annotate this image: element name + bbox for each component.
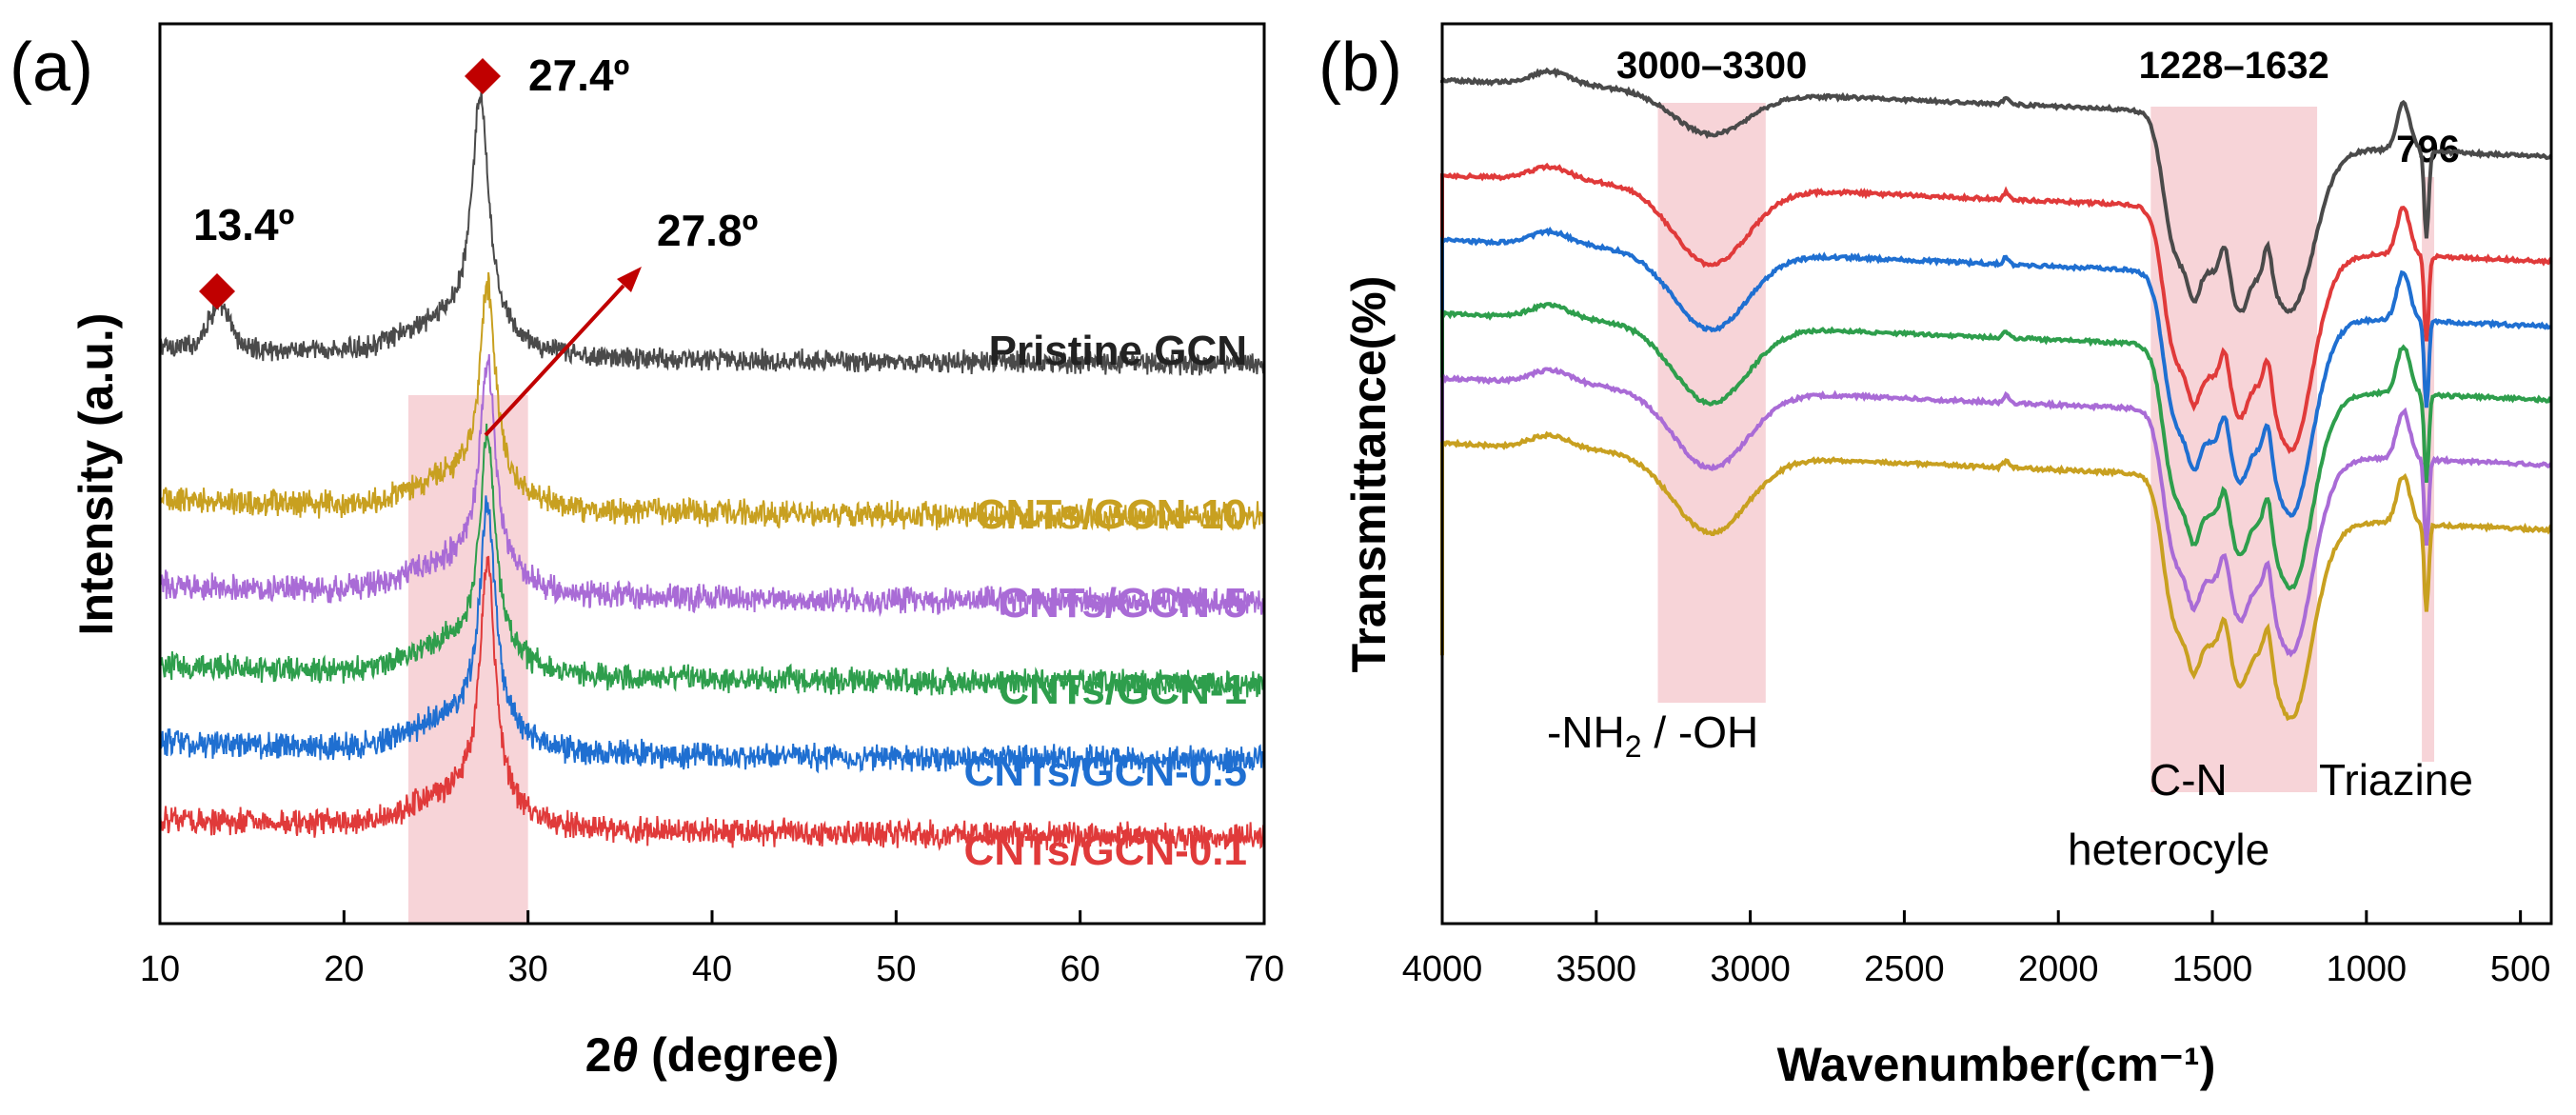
panel-b-plot-frame [1440, 22, 2553, 926]
panel-b-highlight-label: 3000–3300 [1616, 45, 1807, 87]
panel-b-x-tick-label: 4000 [1402, 949, 1483, 989]
cn-annotation-line2: heterocyle [2068, 825, 2269, 874]
panel-a-series-label: CNTs/GCN-5 [999, 580, 1247, 627]
panel-a-x-tick-label: 40 [692, 949, 732, 989]
xrd-series-4 [159, 495, 1265, 774]
panel-a-x-tick-label: 50 [876, 949, 916, 989]
peak-shift-arrow-head [617, 267, 642, 292]
triazine-annotation: Triazine [2319, 755, 2473, 805]
panel-a-series-labels: Pristine GCN CNTs/GCN-10 CNTs/GCN-5 CNTs/GC… [964, 328, 1247, 874]
panel-b-y-axis-label: Transmittance(%) [1342, 276, 1396, 673]
panel-b-x-tick-label: 500 [2490, 949, 2550, 989]
ftir-series-2 [1440, 226, 2552, 518]
ftir-series-3 [1440, 302, 2552, 591]
panel-b-x-tick-label: 2000 [2018, 949, 2099, 989]
peak-a-label: 27.4º [528, 50, 630, 100]
panel-a-y-axis-label: Intensity (a.u.) [69, 313, 123, 636]
panel-b-x-tick-label: 3000 [1710, 949, 1791, 989]
panel-b-label: (b) [1318, 30, 1402, 106]
panel-a-x-tick-label: 20 [324, 949, 364, 989]
peak-b-diamond-marker [199, 273, 235, 309]
panel-a-label: (a) [10, 30, 93, 106]
panel-b-series-group [1440, 67, 2553, 722]
panel-a-x-tick-label: 60 [1060, 949, 1100, 989]
ftir-series-0 [1440, 67, 2553, 314]
panel-b-x-tick-label: 1500 [2172, 949, 2253, 989]
panel-a-series-label: CNTs/GCN-1 [999, 667, 1247, 713]
panel-b-x-tick-label: 3500 [1556, 949, 1637, 989]
panel-a-x-axis-label: 2θ (degree) [585, 1028, 840, 1082]
panel-a-series-label: Pristine GCN [989, 328, 1247, 374]
panel-b-x-axis-label: Wavenumber(cm⁻¹) [1777, 1038, 2216, 1091]
peak-shift-arrow-line [484, 284, 625, 437]
panel-b-highlight-label: 1228–1632 [2139, 45, 2329, 87]
panel-a-x-tick-label: 30 [508, 949, 548, 989]
panel-b-x-tick-label: 1000 [2327, 949, 2408, 989]
xrd-series-3 [159, 423, 1265, 698]
panel-b-highlight-regions: 3000–3300 1228–1632 796 [1616, 45, 2460, 792]
panel-a-x-tick-label: 70 [1244, 949, 1284, 989]
panel-a-series-group [159, 89, 1265, 851]
panel-a-series-label: CNTs/GCN-0.5 [964, 748, 1247, 795]
panel-a-series-label: CNTs/GCN-0.1 [964, 827, 1247, 874]
xrd-series-5 [159, 555, 1265, 851]
nh-oh-annotation: -NH2 / -OH [1547, 707, 1758, 764]
panel-a-x-ticks: 10 20 30 40 50 60 70 [140, 910, 1284, 989]
peak-a-diamond-marker [465, 58, 501, 94]
panel-b-x-ticks: 4000 3500 3000 2500 2000 1500 1000 500 [1402, 910, 2550, 989]
panel-a-series-label: CNTs/GCN-10 [976, 491, 1247, 538]
peak-b-label: 13.4º [193, 200, 295, 249]
panel-a-highlight-region [408, 395, 528, 924]
xrd-series-1 [159, 271, 1265, 532]
cn-annotation-line1: C-N [2150, 755, 2228, 805]
panel-a-x-tick-label: 10 [140, 949, 180, 989]
panel-b-highlight-label: 796 [2396, 129, 2460, 170]
panel-a: (a) 10 20 30 40 50 60 70 Intensity (a.u.) 2θ (… [10, 22, 1284, 1082]
xrd-series-0 [159, 89, 1265, 376]
xrd-series-2 [159, 353, 1265, 618]
ftir-series-1 [1440, 162, 2553, 455]
ftir-series-5 [1440, 430, 2553, 722]
panel-b-x-tick-label: 2500 [1864, 949, 1945, 989]
panel-b: (b) 3000–3300 1228–1632 796 4000 3500 3000 25… [1318, 22, 2553, 1091]
ftir-series-4 [1440, 367, 2553, 658]
peak-c-label: 27.8º [657, 206, 759, 255]
